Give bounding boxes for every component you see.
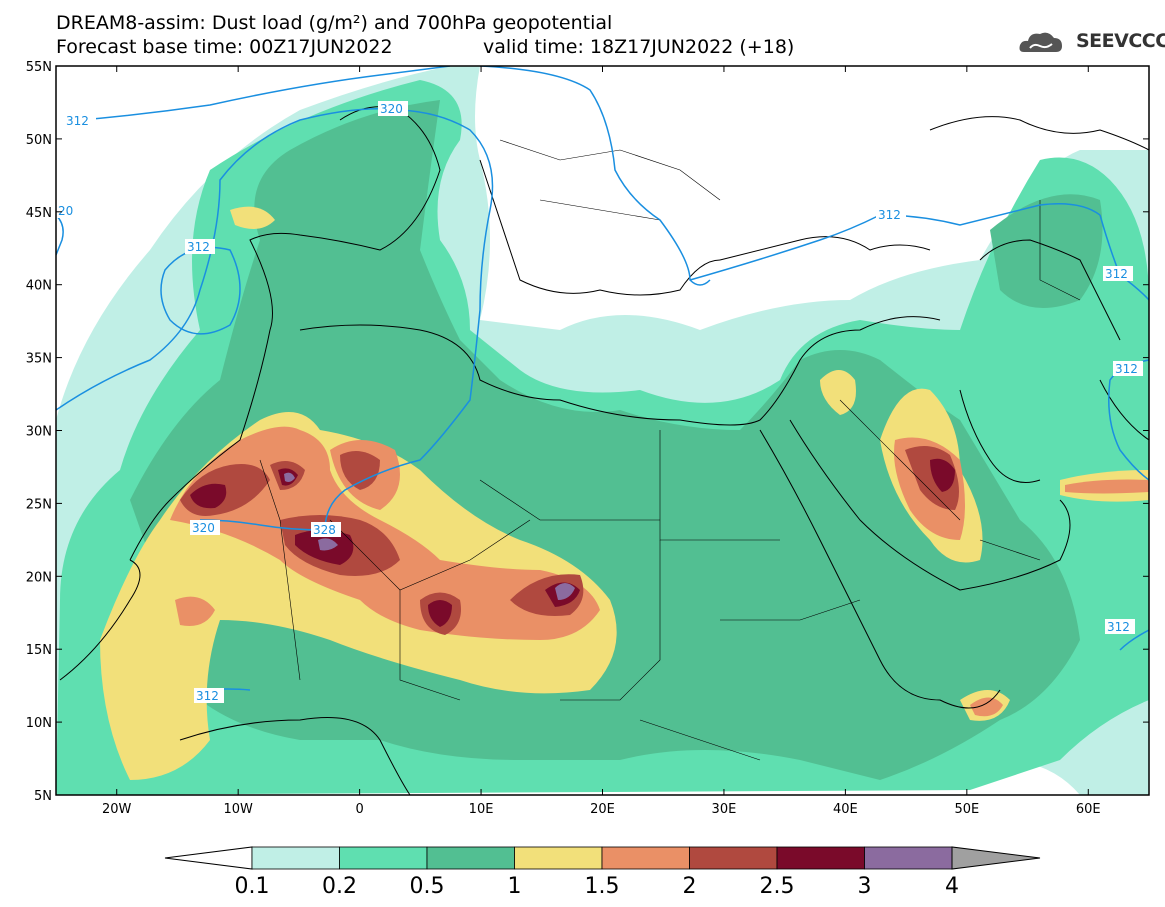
dust-field: 312 320 20 312 320 328 312 312 312 312 3… <box>56 66 1149 795</box>
logo-text: SEEVCCC <box>1076 30 1165 52</box>
colorbar-label: 2 <box>683 874 697 899</box>
lon-label: 10E <box>469 802 494 817</box>
colorbar-label: 1 <box>508 874 522 899</box>
contour-label: 312 <box>878 208 901 222</box>
colorbar-label: 1.5 <box>585 874 620 899</box>
lon-label: 30E <box>712 802 737 817</box>
dust-level-3 <box>555 583 575 600</box>
colorbar-label: 4 <box>945 874 959 899</box>
contour-label: 312 <box>66 114 89 128</box>
colorbar-under-triangle <box>164 846 253 870</box>
colorbar-segment <box>776 846 865 870</box>
lat-label: 5N <box>34 789 52 804</box>
lon-label: 20E <box>590 802 615 817</box>
dust-level-2.5 <box>190 483 227 509</box>
lon-label: 0 <box>355 802 363 817</box>
contour-label: 320 <box>380 102 403 116</box>
colorbar-segment <box>514 846 603 870</box>
contour-label: 312 <box>1115 362 1138 376</box>
contour-label: 312 <box>196 689 219 703</box>
coastlines <box>59 106 1149 795</box>
lon-label: 60E <box>1076 802 1101 817</box>
lat-label: 30N <box>26 425 52 440</box>
colorbar-label: 0.2 <box>322 874 357 899</box>
valid-time: valid time: 18Z17JUN2022 (+18) <box>483 36 795 58</box>
contour-label: 312 <box>187 240 210 254</box>
cloud-logo-icon <box>1019 32 1062 52</box>
colorbar-segment <box>339 846 428 870</box>
contour-label: 328 <box>313 523 336 537</box>
contour-label: 20 <box>58 204 73 218</box>
colorbar-label: 2.5 <box>760 874 795 899</box>
lat-label: 20N <box>26 570 52 585</box>
lon-label: 40E <box>833 802 858 817</box>
colorbar-label: 0.1 <box>235 874 270 899</box>
lon-label: 20W <box>102 802 132 817</box>
contour-label: 312 <box>1107 620 1130 634</box>
lat-label: 55N <box>26 60 52 75</box>
lat-label: 35N <box>26 352 52 367</box>
colorbar-segment <box>864 846 953 870</box>
forecast-base-time: Forecast base time: 00Z17JUN2022 <box>56 36 393 58</box>
lat-label: 50N <box>26 133 52 148</box>
lon-label: 10W <box>223 802 253 817</box>
lon-label: 50E <box>954 802 979 817</box>
latitude-axis: 55N 50N 45N 40N 35N 30N 25N 20N 15N 10N 5N <box>26 60 1149 804</box>
colorbar-label: 3 <box>858 874 872 899</box>
lat-label: 15N <box>26 643 52 658</box>
lat-label: 45N <box>26 206 52 221</box>
colorbar-segment <box>251 846 340 870</box>
colorbar-label: 0.5 <box>410 874 445 899</box>
contour-label: 320 <box>192 521 215 535</box>
country-borders <box>259 139 1081 761</box>
contour-label: 312 <box>1105 267 1128 281</box>
longitude-axis: 20W 10W 0 10E 20E 30E 40E 50E 60E <box>102 66 1101 817</box>
colorbar: 0.1 0.2 0.5 1 1.5 2 2.5 3 4 <box>164 846 1041 899</box>
colorbar-segment <box>689 846 778 870</box>
colorbar-segment <box>426 846 515 870</box>
colorbar-over-triangle <box>951 846 1041 870</box>
map-title: DREAM8-assim: Dust load (g/m²) and 700hP… <box>56 12 613 34</box>
colorbar-segment <box>601 846 690 870</box>
lat-label: 10N <box>26 716 52 731</box>
contour-labels: 312 320 20 312 320 328 312 312 312 312 3… <box>56 101 1143 703</box>
lat-label: 40N <box>26 279 52 294</box>
lat-label: 25N <box>26 497 52 512</box>
